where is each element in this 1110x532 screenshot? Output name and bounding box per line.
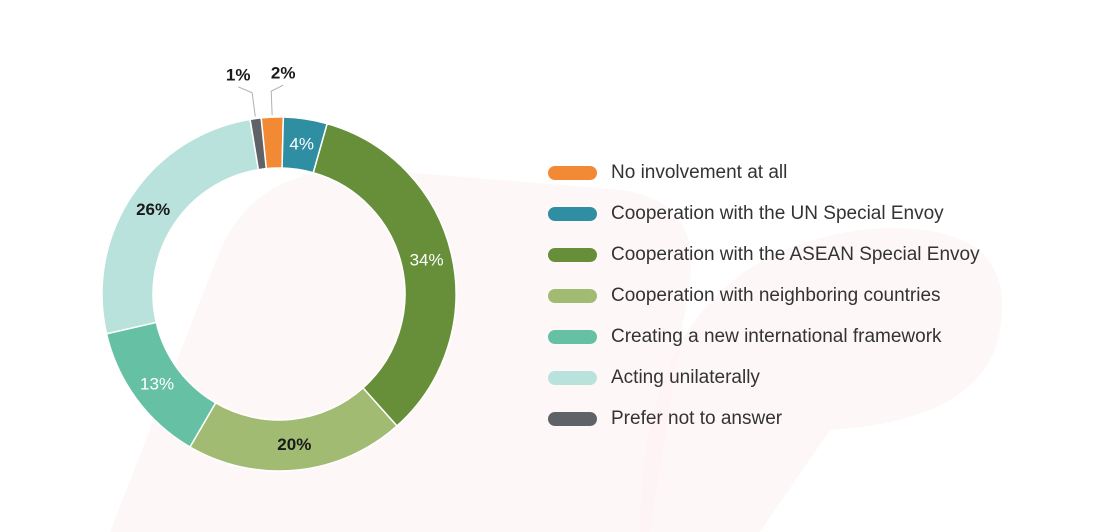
legend-item: Creating a new international framework [548, 316, 980, 357]
legend-item: Cooperation with the ASEAN Special Envoy [548, 234, 980, 275]
legend-swatch [548, 206, 597, 221]
slice-data-label: 2% [271, 64, 296, 83]
legend-label: Creating a new international framework [611, 325, 942, 347]
leader-line [270, 84, 284, 116]
leader-line [237, 86, 256, 117]
legend-swatch [548, 288, 597, 303]
slice-data-label: 26% [136, 200, 170, 219]
legend-label: Acting unilaterally [611, 366, 760, 388]
legend-item: Prefer not to answer [548, 398, 980, 439]
donut-slices [101, 116, 457, 472]
slice-data-label: 20% [277, 435, 311, 454]
legend-label: No involvement at all [611, 161, 788, 183]
slice-labels: 2% 4% 34% 20% 13% 26% 1% [136, 64, 444, 455]
legend-swatch [548, 165, 597, 180]
legend-swatch [548, 370, 597, 385]
legend-label: Cooperation with the ASEAN Special Envoy [611, 243, 980, 265]
legend-item: No involvement at all [548, 152, 980, 193]
legend-swatch [548, 247, 597, 262]
slice-data-label: 34% [410, 250, 444, 269]
slice-data-label: 1% [226, 65, 251, 84]
legend-label: Prefer not to answer [611, 407, 783, 429]
legend-swatch [548, 329, 597, 344]
legend: No involvement at all Cooperation with t… [548, 152, 980, 439]
legend-label: Cooperation with the UN Special Envoy [611, 202, 944, 224]
legend-item: Acting unilaterally [548, 357, 980, 398]
legend-label: Cooperation with neighboring countries [611, 284, 941, 306]
leader-lines [237, 84, 284, 117]
legend-item: Cooperation with the UN Special Envoy [548, 193, 980, 234]
donut-slice [312, 122, 457, 428]
donut-slice [249, 117, 268, 171]
slice-data-label: 13% [140, 374, 174, 393]
legend-swatch [548, 411, 597, 426]
legend-item: Cooperation with neighboring countries [548, 275, 980, 316]
slice-data-label: 4% [289, 135, 314, 154]
